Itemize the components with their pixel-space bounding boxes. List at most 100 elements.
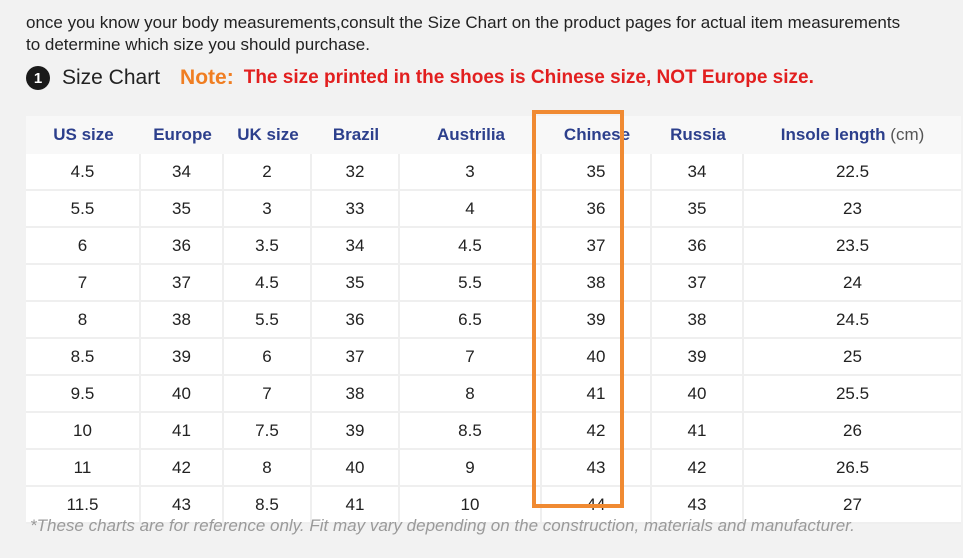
chinese-column-highlight [532,110,624,508]
cell-austrilia: 10 [400,487,542,524]
cell-chinese: 43 [542,450,652,487]
cell-brazil: 39 [312,413,400,450]
table-row: 4.5 34 2 32 3 35 34 22.5 [26,154,961,191]
cell-europe: 41 [141,413,224,450]
cell-austrilia: 5.5 [400,265,542,302]
cell-austrilia: 7 [400,339,542,376]
cell-us-size: 7 [26,265,141,302]
cell-russia: 34 [652,154,744,191]
cell-uk-size: 7 [224,376,312,413]
header-uk-size: UK size [224,116,312,154]
cell-chinese: 41 [542,376,652,413]
cell-austrilia: 9 [400,450,542,487]
table-row: 11 42 8 40 9 43 42 26.5 [26,450,961,487]
intro-line-2: to determine which size you should purch… [26,35,370,54]
cell-europe: 39 [141,339,224,376]
page-title: Size Chart [62,66,161,89]
cell-austrilia: 4.5 [400,228,542,265]
note-label: Note: [180,66,234,89]
cell-uk-size: 8 [224,450,312,487]
size-table: US size Europe UK size Brazil Austrilia … [26,116,961,524]
intro-text: once you know your body measurements,con… [26,12,956,56]
cell-chinese: 39 [542,302,652,339]
cell-insole-length: 23.5 [744,228,961,265]
table-row: 10 41 7.5 39 8.5 42 41 26 [26,413,961,450]
header-chinese: Chinese [542,116,652,154]
cell-russia: 43 [652,487,744,524]
cell-brazil: 32 [312,154,400,191]
header-insole-label: Insole length [780,125,886,144]
cell-europe: 42 [141,450,224,487]
header-europe: Europe [141,116,224,154]
table-header-row: US size Europe UK size Brazil Austrilia … [26,116,961,154]
cell-uk-size: 3.5 [224,228,312,265]
cell-europe: 36 [141,228,224,265]
cell-brazil: 34 [312,228,400,265]
cell-insole-length: 25.5 [744,376,961,413]
size-table-container: US size Europe UK size Brazil Austrilia … [26,116,961,524]
cell-brazil: 35 [312,265,400,302]
cell-us-size: 8 [26,302,141,339]
cell-uk-size: 8.5 [224,487,312,524]
cell-europe: 40 [141,376,224,413]
table-row: 8 38 5.5 36 6.5 39 38 24.5 [26,302,961,339]
header-austrilia: Austrilia [400,116,542,154]
table-body: 4.5 34 2 32 3 35 34 22.5 5.5 35 3 33 4 36 35 23 6 36 3.5 34… [26,154,961,524]
cell-insole-length: 23 [744,191,961,228]
cell-brazil: 36 [312,302,400,339]
table-row: 9.5 40 7 38 8 41 40 25.5 [26,376,961,413]
cell-austrilia: 3 [400,154,542,191]
cell-russia: 41 [652,413,744,450]
header-insole-length: Insole length (cm) [744,116,961,154]
header-russia: Russia [652,116,744,154]
cell-insole-length: 24.5 [744,302,961,339]
cell-us-size: 11.5 [26,487,141,524]
cell-brazil: 33 [312,191,400,228]
cell-insole-length: 24 [744,265,961,302]
cell-us-size: 6 [26,228,141,265]
cell-russia: 39 [652,339,744,376]
step-number-badge: 1 [26,66,50,90]
cell-austrilia: 4 [400,191,542,228]
cell-russia: 42 [652,450,744,487]
cell-brazil: 40 [312,450,400,487]
header-brazil: Brazil [312,116,400,154]
intro-line-1: once you know your body measurements,con… [26,13,901,32]
cell-insole-length: 26 [744,413,961,450]
note-text: The size printed in the shoes is Chinese… [243,67,814,88]
cell-us-size: 8.5 [26,339,141,376]
footnote: *These charts are for reference only. Fi… [30,516,855,535]
cell-europe: 38 [141,302,224,339]
cell-insole-length: 26.5 [744,450,961,487]
cell-uk-size: 5.5 [224,302,312,339]
cell-chinese: 40 [542,339,652,376]
cell-uk-size: 4.5 [224,265,312,302]
cell-chinese: 37 [542,228,652,265]
cell-us-size: 4.5 [26,154,141,191]
size-chart-heading: 1 Size Chart Note: The size printed in t… [26,64,814,92]
cell-europe: 37 [141,265,224,302]
cell-us-size: 11 [26,450,141,487]
cell-uk-size: 7.5 [224,413,312,450]
cell-russia: 38 [652,302,744,339]
cell-uk-size: 6 [224,339,312,376]
cell-brazil: 38 [312,376,400,413]
cell-europe: 35 [141,191,224,228]
cell-uk-size: 3 [224,191,312,228]
cell-russia: 40 [652,376,744,413]
table-row: 5.5 35 3 33 4 36 35 23 [26,191,961,228]
cell-us-size: 10 [26,413,141,450]
cell-insole-length: 27 [744,487,961,524]
cell-chinese: 38 [542,265,652,302]
cell-us-size: 9.5 [26,376,141,413]
cell-russia: 36 [652,228,744,265]
cell-us-size: 5.5 [26,191,141,228]
cell-chinese: 35 [542,154,652,191]
cell-chinese: 36 [542,191,652,228]
cell-europe: 43 [141,487,224,524]
table-row: 6 36 3.5 34 4.5 37 36 23.5 [26,228,961,265]
cell-uk-size: 2 [224,154,312,191]
cell-russia: 37 [652,265,744,302]
cell-insole-length: 22.5 [744,154,961,191]
cell-brazil: 37 [312,339,400,376]
